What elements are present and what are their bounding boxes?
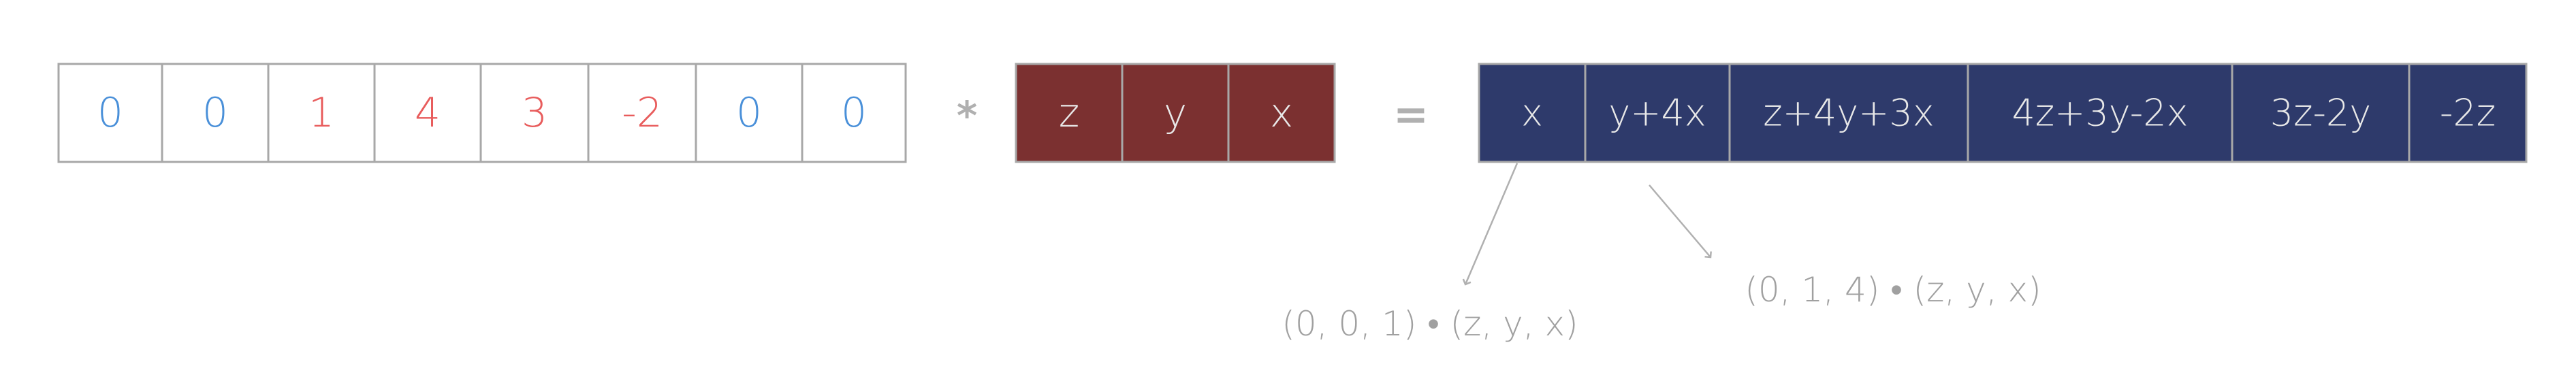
output-cell-4: 4z+3y-2x <box>1967 63 2233 163</box>
kernel-cell-box <box>1015 63 1124 163</box>
input-cell-2: 0 <box>161 63 270 163</box>
arrow-first-output <box>1462 163 1518 286</box>
input-cell-5: 3 <box>479 63 590 163</box>
kernel-cell-label: z <box>1059 90 1079 136</box>
output-cell-box <box>1728 63 1969 163</box>
input-sequence: 0 0 1 4 3 -2 0 0 <box>57 63 907 163</box>
kernel-cell-3: x <box>1227 63 1336 163</box>
arrow-second-output <box>1649 184 1712 259</box>
output-cell-2: y+4x <box>1584 63 1731 163</box>
input-cell-box <box>587 63 697 163</box>
input-cell-label: 0 <box>202 89 228 137</box>
output-cell-box <box>1584 63 1731 163</box>
output-cell-label: z+4y+3x <box>1763 92 1934 135</box>
kernel-cell-box <box>1227 63 1336 163</box>
output-cell-3: z+4y+3x <box>1728 63 1969 163</box>
input-cell-label: 0 <box>841 89 867 137</box>
input-cell-box <box>161 63 270 163</box>
annotation-second-dot-product: (0, 1, 4) • (z, y, x) <box>1745 270 2041 310</box>
input-cell-label: 0 <box>736 89 762 137</box>
input-cell-4: 4 <box>373 63 482 163</box>
input-cell-label: 0 <box>97 89 123 137</box>
input-cell-7: 0 <box>695 63 804 163</box>
kernel-cell-2: y <box>1121 63 1230 163</box>
input-cell-3: 1 <box>267 63 376 163</box>
input-cell-label: 4 <box>415 89 441 137</box>
output-cell-label: 4z+3y-2x <box>2011 92 2188 135</box>
kernel-cell-box <box>1121 63 1230 163</box>
input-cell-box <box>801 63 907 163</box>
input-cell-label: 1 <box>308 89 334 137</box>
equals-operator: = <box>1393 90 1429 139</box>
convolution-operator: * <box>957 93 977 139</box>
output-cell-box <box>1478 63 1587 163</box>
annotation-first-dot-product: (0, 0, 1) • (z, y, x) <box>1282 304 1578 344</box>
output-cell-label: x <box>1521 92 1543 135</box>
kernel-cell-1: z <box>1015 63 1124 163</box>
output-cell-label: 3z-2y <box>2270 92 2372 135</box>
input-cell-label: -2 <box>622 89 663 137</box>
input-cell-1: 0 <box>57 63 163 163</box>
input-cell-box <box>479 63 590 163</box>
output-sequence: x y+4x z+4y+3x 4z+3y-2x 3z-2y -2z <box>1478 63 2528 163</box>
output-cell-box <box>2408 63 2528 163</box>
input-cell-6: -2 <box>587 63 697 163</box>
input-cell-label: 3 <box>522 89 547 137</box>
output-cell-5: 3z-2y <box>2231 63 2411 163</box>
input-cell-box <box>267 63 376 163</box>
output-cell-label: y+4x <box>1608 92 1706 135</box>
output-cell-6: -2z <box>2408 63 2528 163</box>
output-cell-1: x <box>1478 63 1587 163</box>
input-cell-box <box>57 63 163 163</box>
input-cell-box <box>695 63 804 163</box>
output-cell-box <box>2231 63 2411 163</box>
output-cell-label: -2z <box>2440 92 2496 135</box>
input-cell-8: 0 <box>801 63 907 163</box>
kernel-cell-label: x <box>1270 90 1293 136</box>
kernel-cell-label: y <box>1164 90 1187 136</box>
